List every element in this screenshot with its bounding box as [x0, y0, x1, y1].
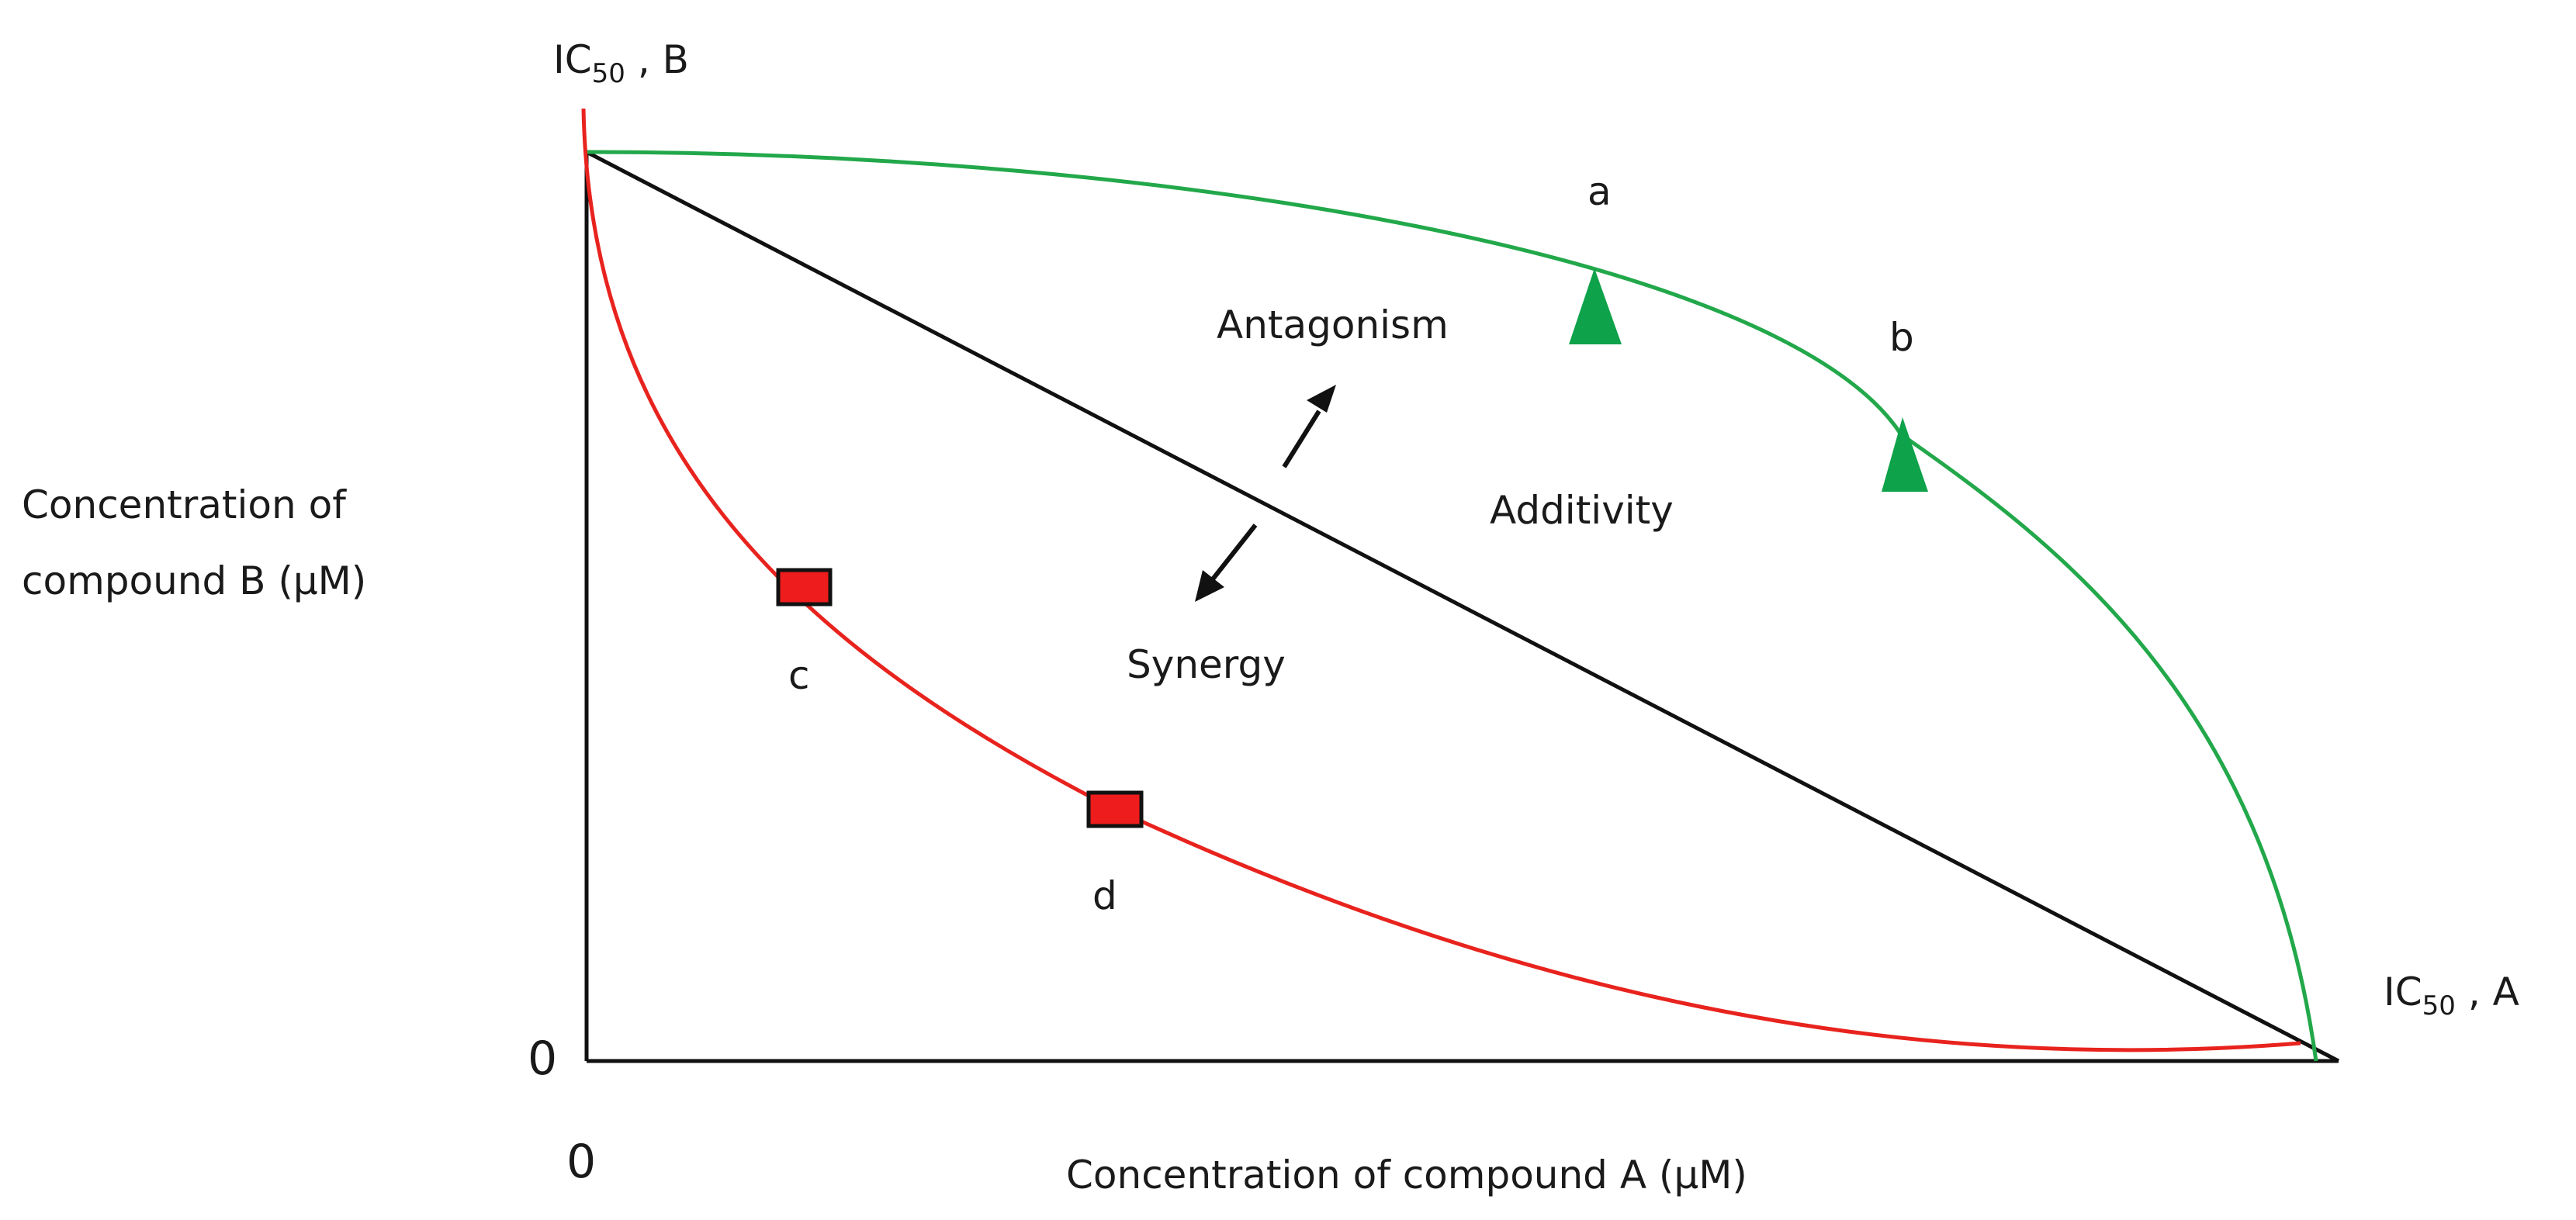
point-b-triangle [1882, 417, 1928, 492]
synergy-label: Synergy [1127, 642, 1286, 687]
antagonism-curve [586, 150, 2318, 1062]
point-d-square [1086, 790, 1144, 828]
synergy-curve [581, 108, 2301, 1052]
antagonism-arrow-shaft [1282, 410, 1321, 468]
point-d-label: d [1092, 873, 1117, 918]
additivity-label: Additivity [1490, 488, 1674, 533]
y-axis-ic50-label: IC50 , B [553, 37, 689, 89]
x-axis-title: Concentration of compound A (μM) [1066, 1153, 1747, 1198]
x-axis-ic50-label: IC50 , A [2384, 969, 2519, 1021]
synergy-arrow-head [1195, 570, 1224, 602]
point-c-label: c [788, 653, 810, 698]
synergy-arrow-shaft [1210, 524, 1258, 582]
antagonism-label: Antagonism [1217, 302, 1449, 347]
x-zero-label: 0 [566, 1135, 596, 1189]
point-a-label: a [1587, 169, 1612, 214]
y-axis-title-line2: compound B (μM) [22, 558, 366, 603]
point-c-square [776, 568, 833, 607]
point-a-triangle [1569, 268, 1622, 344]
y-axis-title-line1: Concentration of [22, 482, 347, 527]
additivity-line [585, 150, 2340, 1063]
antagonism-arrow-head [1307, 385, 1336, 413]
point-b-label: b [1889, 315, 1914, 360]
y-zero-label: 0 [528, 1032, 557, 1086]
point-b-gap [1868, 448, 1882, 472]
